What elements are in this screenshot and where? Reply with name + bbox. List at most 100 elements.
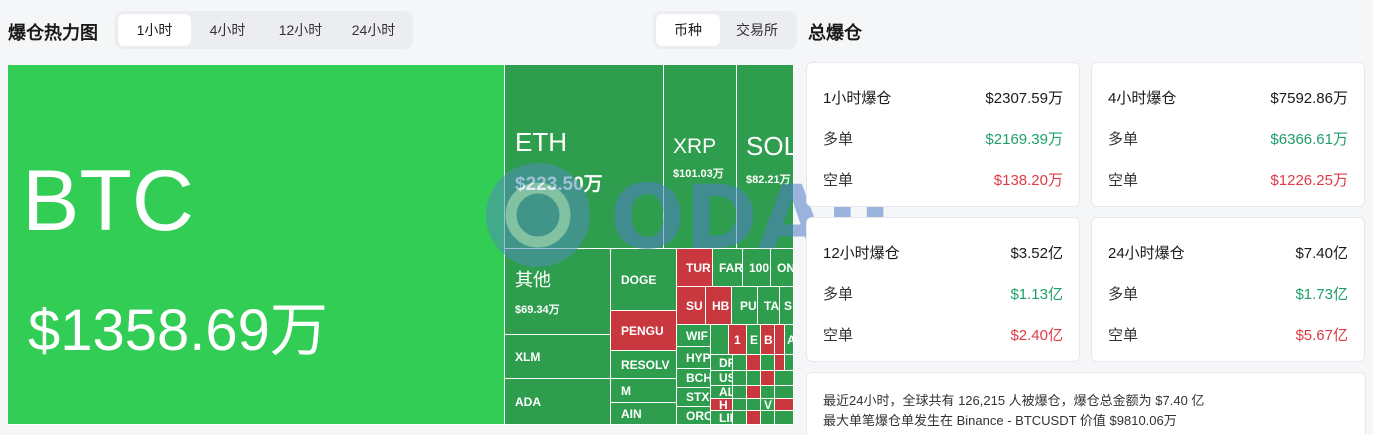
tile-pu[interactable]: PU — [732, 287, 758, 325]
tile-symbol: ORC — [686, 408, 711, 423]
tile-symbol: STX — [686, 390, 710, 404]
tile-symbol: HB — [712, 298, 730, 313]
tile-green-b[interactable] — [761, 355, 775, 371]
long-label: 多单 — [823, 286, 854, 303]
tile-green-i[interactable] — [775, 386, 794, 399]
tile-1[interactable]: 1 — [729, 325, 747, 355]
tab-12h[interactable]: 12小时 — [278, 22, 323, 38]
card-label: 1小时爆仓 — [823, 90, 892, 107]
tile-doge[interactable]: DOGE — [611, 249, 677, 311]
tile-lin[interactable]: LIN — [711, 411, 733, 425]
tile-e[interactable]: E — [747, 325, 761, 355]
short-label: 空单 — [823, 172, 854, 189]
tile-symbol: ETH — [515, 127, 567, 157]
tile-red-c[interactable] — [761, 371, 775, 386]
tile-ta[interactable]: TA — [758, 287, 780, 325]
tile-s[interactable]: S — [780, 287, 794, 325]
tile-on[interactable]: ON — [771, 249, 794, 287]
long-label: 多单 — [1108, 286, 1139, 303]
tile-b[interactable]: B — [761, 325, 775, 355]
card-4h: 4小时爆仓 $7592.86万 多单 $6366.61万 空单 $1226.25万 — [1091, 62, 1365, 207]
tile-ada[interactable]: ADA — [505, 379, 611, 425]
tile-red-small[interactable] — [775, 325, 785, 355]
tile-green-f[interactable] — [775, 371, 794, 386]
tile-amount: $223.50万 — [515, 174, 603, 195]
tile-wif[interactable]: WIF — [677, 325, 711, 347]
tile-symbol: S — [784, 298, 793, 313]
tile-green-d[interactable] — [733, 371, 747, 386]
tile-unlabeled[interactable] — [711, 325, 729, 355]
card-label: 4小时爆仓 — [1108, 90, 1177, 107]
tab-coin[interactable]: 币种 — [656, 14, 720, 46]
tile-us[interactable]: US — [711, 371, 733, 386]
tile-red-b[interactable] — [775, 355, 785, 371]
tile-bch[interactable]: BCH — [677, 369, 711, 388]
long-value: $6366.61万 — [1270, 131, 1348, 148]
tile-symbol: FAR — [719, 260, 743, 275]
tile-red-d[interactable] — [747, 386, 761, 399]
tile-df[interactable]: DF — [711, 355, 733, 371]
short-value: $5.67亿 — [1295, 327, 1348, 344]
tile-green-a[interactable] — [733, 355, 747, 371]
tile-xlm[interactable]: XLM — [505, 335, 611, 379]
card-total: $7592.86万 — [1270, 90, 1348, 107]
tile-green-g[interactable] — [733, 386, 747, 399]
tile-hyp[interactable]: HYP — [677, 347, 711, 369]
tile-amount: $1358.69万 — [28, 298, 328, 363]
card-12h: 12小时爆仓 $3.52亿 多单 $1.13亿 空单 $2.40亿 — [806, 217, 1080, 362]
tile-resolv[interactable]: RESOLV — [611, 351, 677, 379]
tile-green-j[interactable] — [733, 399, 747, 411]
tile-green-e[interactable] — [747, 371, 761, 386]
long-value: $1.73亿 — [1295, 286, 1348, 303]
tab-exchange[interactable]: 交易所 — [736, 22, 778, 38]
tile-green-c[interactable] — [785, 355, 794, 371]
tile-al[interactable]: AL — [711, 386, 733, 399]
tile-green-l[interactable] — [733, 411, 747, 425]
summary-line-2: 最大单笔爆仓单发生在 Binance - BTCUSDT 价值 $9810.06… — [823, 413, 1177, 428]
tile-h[interactable]: H — [711, 399, 733, 411]
tile-red-f[interactable] — [747, 411, 761, 425]
tile-orc[interactable]: ORC — [677, 407, 711, 425]
page-title: 爆仓热力图 — [8, 23, 98, 43]
tile-other[interactable]: 其他 $69.34万 — [505, 249, 611, 335]
tile-symbol: 100 — [749, 260, 770, 275]
tile-symbol: TA — [764, 298, 780, 313]
tile-stx[interactable]: STX — [677, 388, 711, 407]
tile-green-m[interactable] — [761, 411, 775, 425]
tile-green-h[interactable] — [761, 386, 775, 399]
card-24h: 24小时爆仓 $7.40亿 多单 $1.73亿 空单 $5.67亿 — [1091, 217, 1365, 362]
tile-symbol: XRP — [673, 135, 717, 158]
short-value: $138.20万 — [993, 172, 1063, 189]
tile-red-e[interactable] — [775, 399, 794, 411]
tile-far[interactable]: FAR — [713, 249, 743, 287]
tile-pengu[interactable]: PENGU — [611, 311, 677, 351]
tile-sol[interactable]: SOL $82.21万 — [737, 65, 794, 249]
tile-symbol: M — [621, 383, 631, 398]
tile-xrp[interactable]: XRP $101.03万 — [664, 65, 737, 249]
tile-green-n[interactable] — [775, 411, 794, 425]
liquidation-summary: 最近24小时，全球共有 126,215 人被爆仓，爆仓总金额为 $7.40 亿 … — [806, 372, 1366, 435]
long-label: 多单 — [1108, 131, 1139, 148]
tile-btc[interactable]: BTC $1358.69万 — [8, 65, 505, 425]
tile-symbol: BCH — [686, 371, 711, 385]
tile-symbol: LIN — [719, 411, 732, 425]
short-label: 空单 — [1108, 172, 1139, 189]
short-value: $2.40亿 — [1010, 327, 1063, 344]
tile-100[interactable]: 100 — [743, 249, 771, 287]
tile-tur[interactable]: TUR — [677, 249, 713, 287]
tile-v[interactable]: V — [761, 399, 775, 411]
tile-su[interactable]: SU — [677, 287, 706, 325]
tile-red-a[interactable] — [747, 355, 761, 371]
tile-symbol: TUR — [686, 260, 711, 275]
tile-eth[interactable]: ETH $223.50万 — [505, 65, 664, 249]
tab-24h[interactable]: 24小时 — [351, 22, 396, 38]
tile-green-k[interactable] — [747, 399, 761, 411]
tile-ain[interactable]: AIN — [611, 403, 677, 425]
tile-a[interactable]: A — [785, 325, 794, 355]
tab-4h[interactable]: 4小时 — [209, 22, 246, 38]
tab-1h[interactable]: 1小时 — [118, 14, 191, 46]
tile-m[interactable]: M — [611, 379, 677, 403]
card-total: $3.52亿 — [1010, 245, 1063, 262]
tile-hb[interactable]: HB — [706, 287, 732, 325]
tile-amount: $69.34万 — [515, 304, 560, 316]
